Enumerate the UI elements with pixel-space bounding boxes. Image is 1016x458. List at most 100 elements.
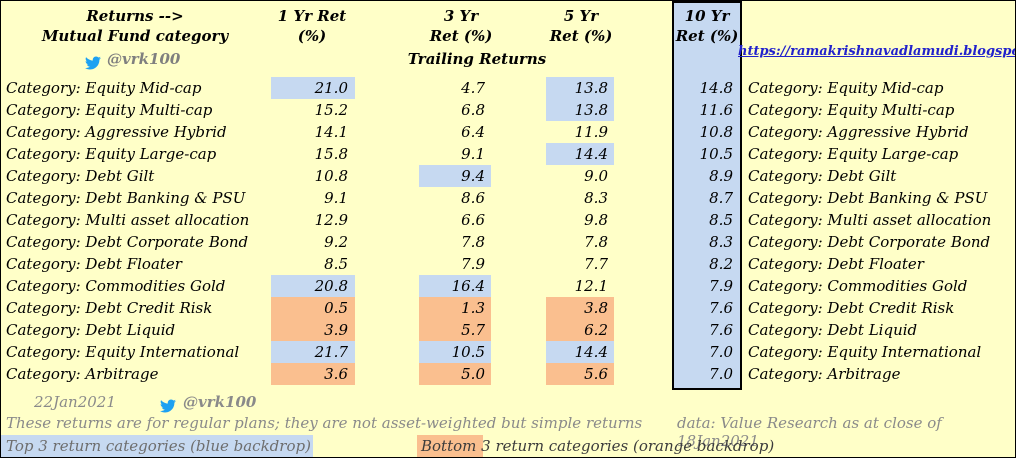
blog-link[interactable]: https://ramakrishnavadlamudi.blogspot.co… [738, 44, 1016, 59]
ret-3yr-cell: 4.7 [461, 79, 485, 97]
table-row: Category: Multi asset allocation 12.9 6.… [1, 209, 1015, 231]
ret-3yr-cell: 6.6 [461, 211, 485, 229]
table-body: Category: Equity Mid-cap 21.0 4.7 13.8 1… [1, 77, 1015, 385]
ret-3yr-cell: 5.0 [419, 363, 491, 385]
category-label-left: Category: Equity Large-cap [6, 145, 217, 163]
twitter-handle-bottom: @vrk100 [183, 393, 257, 411]
column-header-10yr-line1: 10 Yr [684, 7, 730, 25]
ret-3yr-cell: 9.4 [419, 165, 491, 187]
category-label-left: Category: Equity Multi-cap [6, 101, 213, 119]
ret-3yr-cell: 1.3 [419, 297, 491, 319]
category-label-right: Category: Arbitrage [748, 365, 901, 383]
category-label-right: Category: Debt Liquid [748, 321, 918, 339]
category-label-right: Category: Debt Corporate Bond [748, 233, 991, 251]
column-header-1yr-line2: (%) [297, 27, 327, 45]
table-row: Category: Debt Gilt 10.8 9.4 9.0 8.9 Cat… [1, 165, 1015, 187]
twitter-handle-top: @vrk100 [107, 50, 181, 68]
ret-10yr-cell: 8.7 [709, 189, 733, 207]
ret-3yr-cell: 6.4 [461, 123, 485, 141]
ret-10yr-cell: 14.8 [699, 79, 733, 97]
ret-1yr-cell: 3.6 [271, 363, 355, 385]
legend-bottom3-orange: Bottom 3 return categories (orange backd… [417, 435, 775, 457]
ret-5yr-cell: 6.2 [546, 319, 614, 341]
category-label-left: Category: Equity Mid-cap [6, 79, 202, 97]
ret-1yr-cell: 0.5 [271, 297, 355, 319]
ret-1yr-cell: 21.0 [271, 77, 355, 99]
ret-5yr-cell: 9.0 [584, 167, 608, 185]
ret-3yr-cell: 16.4 [419, 275, 491, 297]
ret-10yr-cell: 8.3 [709, 233, 733, 251]
table-row: Category: Debt Corporate Bond 9.2 7.8 7.… [1, 231, 1015, 253]
column-header-1yr-line1: 1 Yr Ret [277, 7, 347, 25]
ret-3yr-cell: 10.5 [419, 341, 491, 363]
ret-5yr-cell: 3.8 [546, 297, 614, 319]
category-label-right: Category: Equity Large-cap [748, 145, 959, 163]
category-label-left: Category: Aggressive Hybrid [6, 123, 227, 141]
category-label-right: Category: Equity Multi-cap [748, 101, 955, 119]
category-label-right: Category: Equity International [748, 343, 982, 361]
column-header-10yr: 10 Yr Ret (%) [672, 6, 742, 46]
ret-1yr-cell: 21.7 [271, 341, 355, 363]
ret-1yr-cell: 15.8 [314, 145, 348, 163]
ret-1yr-cell: 8.5 [324, 255, 348, 273]
category-label-left: Category: Debt Floater [6, 255, 182, 273]
table-row: Category: Arbitrage 3.6 5.0 5.6 7.0 Cate… [1, 363, 1015, 385]
ret-10yr-cell: 7.0 [709, 365, 733, 383]
category-label-right: Category: Commodities Gold [748, 277, 968, 295]
ret-1yr-cell: 10.8 [314, 167, 348, 185]
ret-1yr-cell: 20.8 [271, 275, 355, 297]
ret-10yr-cell: 8.9 [709, 167, 733, 185]
table-row: Category: Aggressive Hybrid 14.1 6.4 11.… [1, 121, 1015, 143]
category-label-right: Category: Aggressive Hybrid [748, 123, 969, 141]
category-label-right: Category: Debt Credit Risk [748, 299, 955, 317]
legend-top3-blue: Top 3 return categories (blue backdrop) [1, 435, 313, 457]
table-header-category: Returns --> Mutual Fund category [1, 6, 269, 46]
column-header-5yr-line1: 5 Yr [563, 7, 599, 25]
category-label-left: Category: Debt Gilt [6, 167, 155, 185]
twitter-icon [85, 52, 101, 71]
category-label-right: Category: Debt Banking & PSU [748, 189, 988, 207]
ret-1yr-cell: 15.2 [314, 101, 348, 119]
ret-10yr-cell: 8.5 [709, 211, 733, 229]
ret-1yr-cell: 9.2 [324, 233, 348, 251]
category-label-right: Category: Debt Floater [748, 255, 924, 273]
table-row: Category: Debt Credit Risk 0.5 1.3 3.8 7… [1, 297, 1015, 319]
column-header-1yr: 1 Yr Ret (%) [267, 6, 357, 46]
ret-3yr-cell: 5.7 [419, 319, 491, 341]
ret-5yr-cell: 13.8 [546, 99, 614, 121]
category-label-left: Category: Debt Banking & PSU [6, 189, 246, 207]
table-row: Category: Equity Mid-cap 21.0 4.7 13.8 1… [1, 77, 1015, 99]
ret-10yr-cell: 10.5 [699, 145, 733, 163]
ret-3yr-cell: 7.9 [461, 255, 485, 273]
column-header-3yr: 3 Yr Ret (%) [413, 6, 509, 46]
ret-10yr-cell: 7.6 [709, 321, 733, 339]
ret-1yr-cell: 9.1 [324, 189, 348, 207]
table-row: Category: Debt Floater 8.5 7.9 7.7 8.2 C… [1, 253, 1015, 275]
ret-5yr-cell: 12.1 [574, 277, 608, 295]
ret-5yr-cell: 13.8 [546, 77, 614, 99]
ret-1yr-cell: 14.1 [314, 123, 348, 141]
category-label-left: Category: Equity International [6, 343, 240, 361]
table-row: Category: Debt Liquid 3.9 5.7 6.2 7.6 Ca… [1, 319, 1015, 341]
ret-1yr-cell: 3.9 [271, 319, 355, 341]
ret-10yr-cell: 7.0 [709, 343, 733, 361]
category-label-left: Category: Debt Liquid [6, 321, 176, 339]
table-row: Category: Commodities Gold 20.8 16.4 12.… [1, 275, 1015, 297]
table-row: Category: Equity Large-cap 15.8 9.1 14.4… [1, 143, 1015, 165]
ten-year-column-box [672, 1, 742, 390]
table-row: Category: Equity International 21.7 10.5… [1, 341, 1015, 363]
ret-10yr-cell: 10.8 [699, 123, 733, 141]
ret-5yr-cell: 14.4 [546, 341, 614, 363]
ret-5yr-cell: 14.4 [546, 143, 614, 165]
ret-5yr-cell: 7.8 [584, 233, 608, 251]
footer-note: These returns are for regular plans; the… [6, 414, 643, 432]
category-label-right: Category: Debt Gilt [748, 167, 897, 185]
ret-5yr-cell: 9.8 [584, 211, 608, 229]
ret-1yr-cell: 12.9 [314, 211, 348, 229]
ret-5yr-cell: 11.9 [574, 123, 608, 141]
column-header-3yr-line1: 3 Yr [443, 7, 479, 25]
ret-10yr-cell: 7.6 [709, 299, 733, 317]
returns-label: Returns --> [86, 7, 184, 25]
column-header-10yr-line2: Ret (%) [675, 27, 739, 45]
